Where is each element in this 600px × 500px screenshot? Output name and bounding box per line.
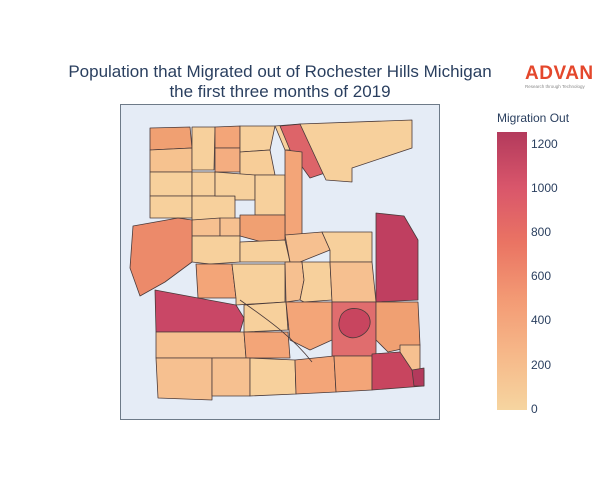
region bbox=[149, 147, 193, 173]
region bbox=[129, 217, 193, 297]
colorbar bbox=[497, 132, 527, 410]
region bbox=[211, 357, 251, 397]
colorbar-tick: 0 bbox=[531, 402, 538, 416]
region bbox=[214, 171, 256, 201]
region bbox=[243, 301, 289, 333]
region bbox=[284, 149, 303, 236]
region bbox=[279, 123, 329, 179]
colorbar-tick: 400 bbox=[531, 313, 552, 327]
region bbox=[155, 331, 247, 359]
region bbox=[149, 171, 193, 197]
map-title-line-2: the first three months of 2019 bbox=[169, 82, 391, 101]
region bbox=[155, 357, 213, 401]
region bbox=[214, 147, 241, 173]
advan-logo: ADVAN Research through Technology bbox=[525, 64, 595, 90]
region bbox=[294, 355, 337, 395]
colorbar-title: Migration Out bbox=[497, 111, 570, 125]
logo-tagline: Research through Technology bbox=[525, 84, 585, 89]
region bbox=[329, 261, 377, 303]
region bbox=[239, 125, 276, 153]
region bbox=[191, 235, 241, 265]
region bbox=[239, 149, 276, 176]
region bbox=[195, 263, 237, 299]
colorbar-tick: 200 bbox=[531, 358, 552, 372]
region bbox=[149, 126, 193, 151]
logo-wordmark: ADVAN bbox=[525, 63, 594, 84]
region bbox=[299, 261, 333, 303]
region bbox=[219, 217, 241, 237]
region bbox=[321, 231, 373, 263]
region bbox=[375, 301, 421, 353]
region bbox=[239, 214, 286, 243]
colorbar-tick: 600 bbox=[531, 269, 552, 283]
colorbar-tick: 1200 bbox=[531, 137, 558, 151]
region bbox=[191, 195, 236, 221]
region bbox=[231, 263, 286, 306]
map-title-line-1: Population that Migrated out of Rocheste… bbox=[68, 62, 492, 81]
region bbox=[149, 195, 193, 219]
region bbox=[214, 125, 241, 149]
region bbox=[239, 239, 291, 263]
road-line bbox=[239, 299, 313, 363]
region bbox=[333, 355, 373, 393]
region bbox=[299, 119, 413, 183]
region bbox=[284, 231, 331, 263]
region bbox=[191, 171, 216, 197]
region bbox=[338, 308, 371, 339]
region bbox=[191, 217, 221, 237]
map-title: Population that Migrated out of Rocheste… bbox=[30, 62, 530, 102]
colorbar-tick: 800 bbox=[531, 225, 552, 239]
region bbox=[191, 126, 216, 171]
region bbox=[249, 357, 297, 397]
region bbox=[411, 367, 425, 387]
region bbox=[243, 331, 291, 359]
region bbox=[375, 212, 419, 303]
region bbox=[254, 174, 286, 216]
region bbox=[285, 301, 333, 351]
colorbar-tick: 1000 bbox=[531, 181, 558, 195]
